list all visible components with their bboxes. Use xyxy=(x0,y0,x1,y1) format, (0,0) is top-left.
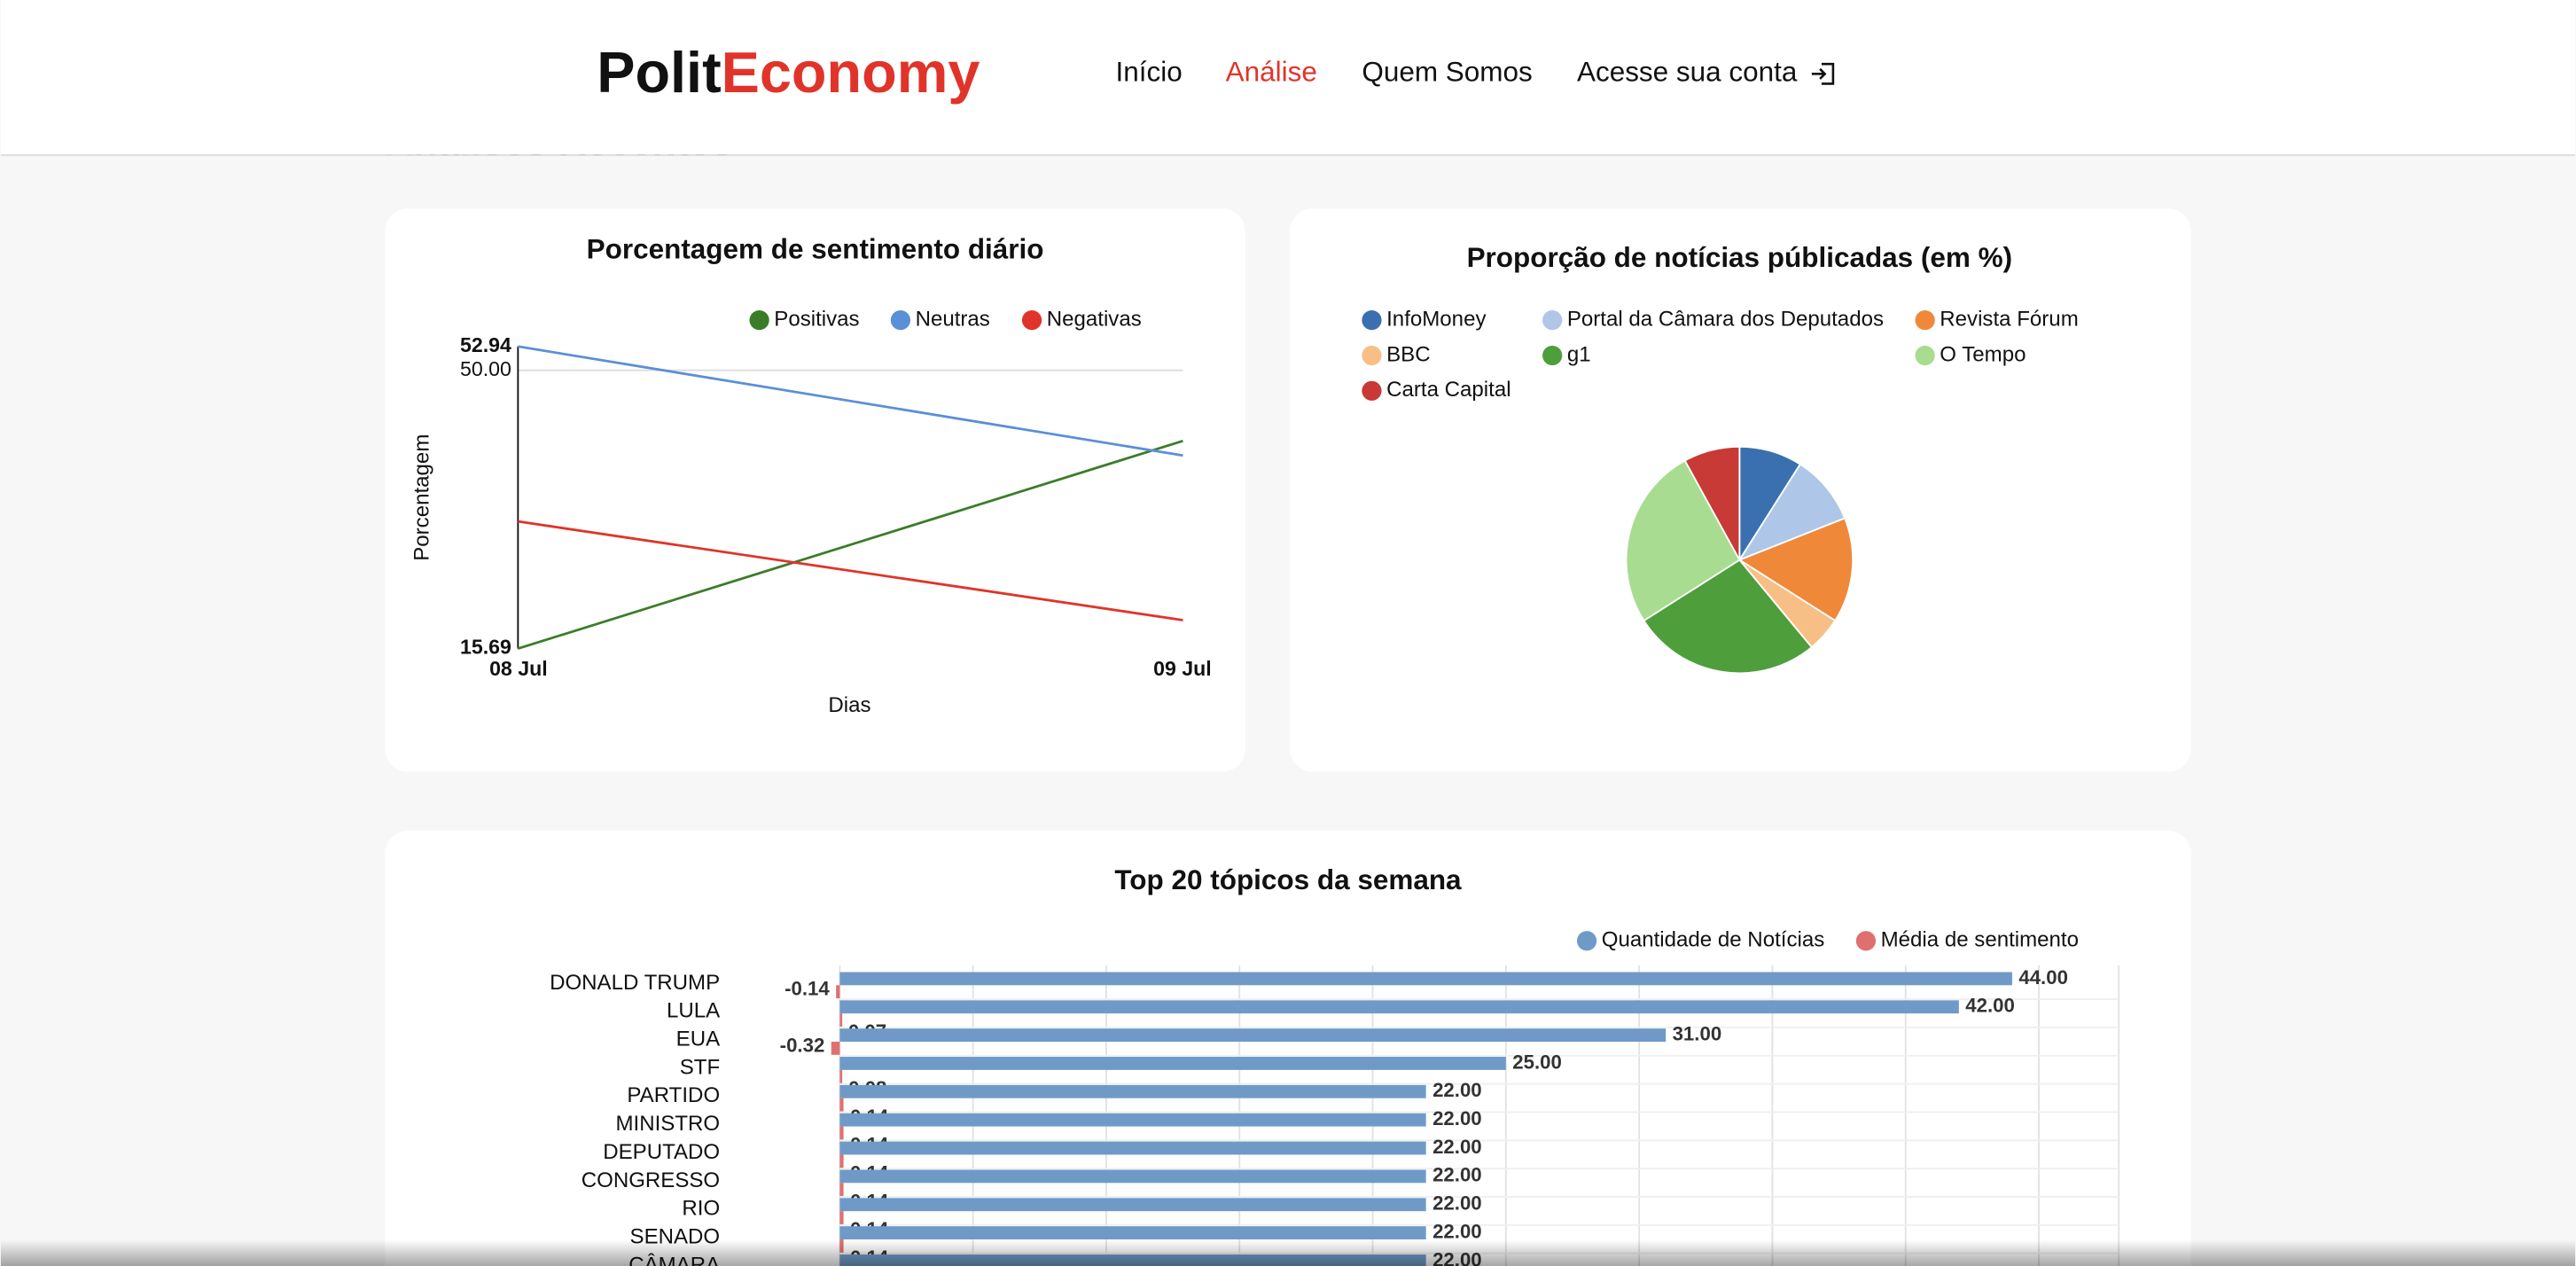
legend-label: g1 xyxy=(1567,342,1591,366)
legend-label: O Tempo xyxy=(1940,342,2026,366)
legend-label: Positivas xyxy=(774,308,859,332)
legend-swatch xyxy=(1021,310,1042,331)
value-label: -0.32 xyxy=(780,1034,825,1056)
value-label: 31.00 xyxy=(1673,1022,1722,1044)
y-tick-label: DONALD TRUMP xyxy=(550,971,720,995)
legend-label: Neutras xyxy=(916,308,990,332)
legend-label: Média de sentimento xyxy=(1881,928,2079,952)
bar xyxy=(839,1013,843,1027)
value-label: 22.00 xyxy=(1432,1164,1482,1186)
bar xyxy=(839,1028,1667,1042)
legend-label: BBC xyxy=(1386,342,1430,366)
bar xyxy=(839,1098,844,1112)
line-series xyxy=(518,345,1183,457)
line-series xyxy=(517,439,1183,650)
login-icon xyxy=(1811,62,1835,85)
legend-swatch xyxy=(749,310,769,331)
bar xyxy=(839,1183,844,1197)
nav-link[interactable]: Análise xyxy=(1226,57,1317,88)
legend-label: Revista Fórum xyxy=(1940,308,2078,332)
header xyxy=(0,0,2576,155)
value-label: 22.00 xyxy=(1432,1107,1482,1129)
bar xyxy=(839,1057,1506,1070)
bar xyxy=(839,1126,844,1140)
legend-swatch xyxy=(1542,310,1563,331)
legend-label: Portal da Câmara dos Deputados xyxy=(1567,308,1884,332)
chart-title: Porcentagem de sentimento diário xyxy=(587,234,1044,265)
value-label: 22.00 xyxy=(1432,1220,1482,1242)
bar xyxy=(839,1000,1959,1014)
x-axis-label: Dias xyxy=(828,693,870,717)
y-tick-label: EUA xyxy=(676,1028,720,1051)
nav: Início Análise Quem Somos Acesse sua conta xyxy=(1116,57,1798,88)
nav-link[interactable]: Quem Somos xyxy=(1362,57,1532,88)
legend-swatch xyxy=(1362,310,1382,331)
y-tick-label: STF xyxy=(680,1055,720,1079)
legend-label: InfoMoney xyxy=(1386,308,1486,332)
bar xyxy=(839,1226,1426,1239)
y-tick-label: DEPUTADO xyxy=(603,1140,720,1164)
bar xyxy=(839,1084,1426,1098)
value-label: 42.00 xyxy=(1965,995,2015,1017)
legend-swatch xyxy=(1542,345,1563,366)
logo-left: Polit xyxy=(597,40,721,105)
value-label: 25.00 xyxy=(1512,1051,1562,1073)
card xyxy=(385,208,1245,772)
y-tick-label: 15.69 xyxy=(460,636,511,659)
bar xyxy=(839,1154,844,1168)
y-tick-label: 50.00 xyxy=(460,357,511,380)
legend-swatch xyxy=(1362,345,1382,366)
legend-swatch xyxy=(1915,310,1935,331)
value-label: 44.00 xyxy=(2018,966,2068,989)
bar xyxy=(839,1113,1426,1127)
y-axis-label: Porcentagem xyxy=(410,434,433,561)
legend-label: Carta Capital xyxy=(1386,378,1510,402)
value-label: 22.00 xyxy=(1432,1136,1482,1158)
pie-slice xyxy=(1683,445,1741,561)
y-tick-label: MINISTRO xyxy=(616,1112,721,1136)
nav-link[interactable]: Início xyxy=(1116,57,1183,88)
line-series xyxy=(518,520,1183,621)
nav-link[interactable]: Acesse sua conta xyxy=(1577,57,1798,88)
pie-slice xyxy=(1625,459,1741,622)
bar xyxy=(831,1041,840,1055)
legend-swatch xyxy=(1915,345,1935,366)
pie-slice xyxy=(1737,517,1854,622)
legend-label: Quantidade de Notícias xyxy=(1602,928,1824,952)
pie-slice xyxy=(1643,559,1814,675)
bar xyxy=(839,1141,1426,1155)
bar xyxy=(839,1198,1426,1212)
legend-label: Negativas xyxy=(1047,308,1142,332)
bar xyxy=(839,1169,1426,1184)
value-label: 22.00 xyxy=(1432,1192,1482,1215)
bar xyxy=(839,1211,844,1224)
legend-swatch xyxy=(1855,931,1877,951)
y-tick-label: PARTIDO xyxy=(627,1083,720,1107)
y-tick-label: 52.94 xyxy=(460,333,511,356)
bar xyxy=(836,985,840,999)
value-label: -0.14 xyxy=(785,978,830,1000)
x-tick-label: 08 Jul xyxy=(489,657,548,680)
y-tick-label: CONGRESSO xyxy=(582,1168,720,1192)
legend-swatch xyxy=(1576,931,1597,951)
legend-swatch xyxy=(890,310,911,331)
bottom-shadow xyxy=(0,1239,2576,1266)
x-tick-label: 09 Jul xyxy=(1153,657,1212,680)
chart-title: Top 20 tópicos da semana xyxy=(1114,864,1462,895)
y-tick-label: RIO xyxy=(682,1197,720,1221)
card xyxy=(385,831,2191,1266)
logo[interactable]: PolitEconomy xyxy=(597,40,980,105)
legend-swatch xyxy=(1362,380,1382,401)
chart-title: Proporção de notícias públicadas (em %) xyxy=(1467,242,2013,273)
value-label: 22.00 xyxy=(1432,1079,1482,1101)
y-tick-label: LULA xyxy=(667,999,720,1023)
pie-slice xyxy=(1737,463,1846,562)
bar xyxy=(839,1069,843,1083)
logo-right: Economy xyxy=(722,40,980,105)
bar xyxy=(839,972,2012,986)
